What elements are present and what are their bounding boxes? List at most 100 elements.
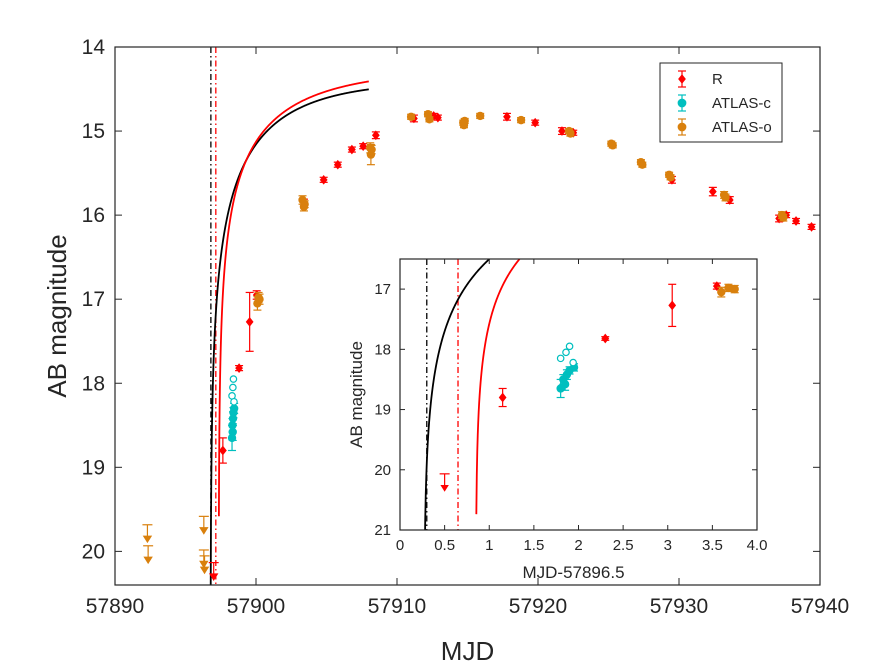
main-y-axis-title: AB magnitude — [42, 234, 72, 397]
inset-ytick-label-0: 17 — [374, 281, 391, 298]
inset-r-upper-limit-0-triangle — [440, 484, 449, 492]
main-fit-red — [217, 80, 369, 517]
main-atlas-o-marker-9 — [406, 112, 416, 121]
main-atlas-c-marker-5 — [229, 404, 239, 413]
inset-ytick-label-2: 19 — [374, 402, 391, 419]
main-atlas-o-upper-limit-0 — [142, 524, 153, 544]
main-atlas-o-marker-2 — [255, 294, 264, 304]
main-atlas-c-open-marker-1 — [229, 383, 237, 392]
inset-r-marker-2 — [668, 300, 677, 311]
inset-ytick-label-4: 21 — [374, 522, 391, 539]
main-ytick-label-4: 18 — [82, 372, 105, 395]
main-atlas-o-marker-28 — [779, 213, 788, 222]
inset-fit-black — [424, 259, 491, 530]
main-r-marker-22 — [792, 216, 800, 226]
main-r-marker-23 — [807, 222, 816, 232]
inset-xtick-label-8: 4.0 — [747, 537, 768, 554]
inset-xtick-label-7: 3.5 — [702, 537, 723, 554]
main-atlas-o-upper-limit-2-triangle — [199, 527, 209, 535]
main-atlas-o-marker-24 — [666, 173, 675, 182]
main-atlas-o-marker-8 — [367, 145, 376, 154]
main-r-upper-limit-0 — [208, 561, 219, 581]
main-atlas-o-upper-limit-3 — [198, 549, 209, 569]
inset-atlas-o-marker-0 — [717, 287, 726, 297]
main-xtick-label-1: 57900 — [227, 595, 285, 618]
main-atlas-o-upper-limit-1 — [143, 545, 154, 565]
main-atlas-o-marker-14 — [460, 116, 469, 126]
inset-atlas-c-open-marker-3 — [569, 358, 577, 367]
inset-r-marker-1 — [601, 333, 610, 344]
legend-entry-0-label: R — [712, 71, 723, 88]
inset-y-axis-title: AB magnitude — [347, 341, 366, 448]
inset-plot-layer — [424, 259, 739, 530]
main-r-marker-7 — [348, 144, 356, 155]
main-plot-layer — [142, 47, 816, 585]
inset-xtick-label-4: 2 — [574, 537, 582, 554]
main-xtick-label-3: 57920 — [509, 595, 567, 618]
main-atlas-o-marker-18 — [566, 129, 575, 138]
inset-r-upper-limit-0 — [439, 473, 450, 492]
main-atlas-c-open-marker-2 — [229, 375, 238, 383]
main-r-marker-2 — [245, 317, 254, 327]
inset-r-marker-0 — [498, 392, 507, 403]
inset-xtick-label-1: 0.5 — [434, 537, 455, 554]
inset-xtick-label-3: 1.5 — [523, 537, 544, 554]
main-atlas-o-marker-11 — [425, 115, 434, 124]
inset-atlas-c-open-marker-0 — [556, 354, 565, 363]
main-ytick-label-6: 20 — [82, 540, 105, 563]
main-r-marker-15 — [558, 126, 566, 136]
main-atlas-c-marker-4 — [228, 427, 237, 437]
inset-xtick-label-2: 1 — [485, 537, 493, 554]
main-r-upper-limit-0-triangle — [208, 573, 219, 581]
main-fit-black — [209, 88, 369, 585]
main-axes-frame — [114, 46, 821, 586]
inset-xtick-label-5: 2.5 — [613, 537, 634, 554]
main-ytick-label-3: 17 — [82, 288, 105, 311]
main-xtick-label-2: 57910 — [368, 595, 426, 618]
main-r-marker-9 — [371, 130, 380, 141]
main-atlas-o-marker-20 — [608, 141, 617, 150]
legend-entry-1: ATLAS-c — [677, 94, 771, 112]
inset-atlas-c-marker-4 — [560, 380, 570, 389]
inset-ytick-label-3: 20 — [374, 462, 391, 479]
main-r-marker-6 — [333, 159, 342, 170]
inset-atlas-c-open-marker-2 — [565, 342, 574, 351]
main-r-marker-12 — [434, 112, 442, 123]
main-r-marker-14 — [531, 117, 540, 128]
main-xtick-label-5: 57940 — [791, 595, 849, 618]
main-atlas-o-marker-26 — [721, 193, 730, 202]
main-xtick-label-4: 57930 — [650, 595, 708, 618]
legend-entry-2-marker — [677, 122, 687, 132]
inset-plot-area — [400, 259, 757, 530]
inset-x-axis-title: MJD-57896.5 — [522, 563, 624, 582]
legend-entry-0-marker — [678, 74, 686, 84]
main-atlas-o-upper-limit-4-triangle — [199, 566, 210, 575]
main-r-marker-13 — [503, 111, 511, 122]
inset-atlas-o-marker-2 — [730, 284, 739, 294]
main-x-axis-title: MJD — [441, 636, 494, 666]
main-ytick-label-2: 16 — [82, 204, 105, 227]
main-atlas-c-open-marker-3 — [230, 397, 238, 406]
main-ytick-label-5: 19 — [82, 456, 105, 479]
main-r-marker-5 — [319, 174, 328, 185]
main-ytick-label-1: 15 — [82, 120, 105, 143]
inset-atlas-c-open-marker-1 — [562, 348, 570, 357]
inset-xtick-label-0: 0 — [396, 537, 404, 554]
main-r-marker-8 — [359, 141, 368, 152]
legend: R ATLAS-c ATLAS-o — [659, 62, 783, 143]
main-atlas-o-upper-limit-1-triangle — [143, 556, 153, 565]
main-r-marker-0 — [218, 445, 227, 456]
inset-r-marker-3 — [712, 281, 721, 291]
main-r-marker-18 — [708, 186, 717, 197]
main-ytick-label-0: 14 — [82, 36, 106, 59]
main-atlas-o-upper-limit-2 — [198, 515, 209, 535]
main-atlas-o-upper-limit-4 — [199, 555, 210, 575]
main-atlas-o-marker-15 — [475, 111, 485, 121]
main-xtick-label-0: 57890 — [86, 595, 144, 618]
inset-xtick-label-6: 3 — [664, 537, 672, 554]
legend-entry-2: ATLAS-o — [677, 118, 772, 136]
legend-entry-2-label: ATLAS-o — [712, 119, 772, 136]
main-atlas-o-marker-22 — [638, 160, 647, 169]
